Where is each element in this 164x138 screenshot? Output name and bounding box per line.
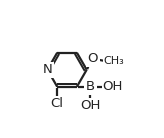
Text: N: N bbox=[42, 63, 52, 76]
Text: CH₃: CH₃ bbox=[104, 56, 124, 66]
Text: OH: OH bbox=[102, 80, 123, 93]
Text: Cl: Cl bbox=[51, 97, 64, 110]
Text: O: O bbox=[87, 52, 98, 65]
Text: B: B bbox=[86, 80, 95, 93]
Text: OH: OH bbox=[80, 99, 100, 112]
